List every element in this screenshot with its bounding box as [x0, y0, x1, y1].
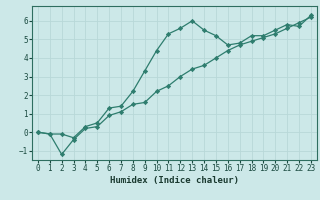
X-axis label: Humidex (Indice chaleur): Humidex (Indice chaleur): [110, 176, 239, 185]
